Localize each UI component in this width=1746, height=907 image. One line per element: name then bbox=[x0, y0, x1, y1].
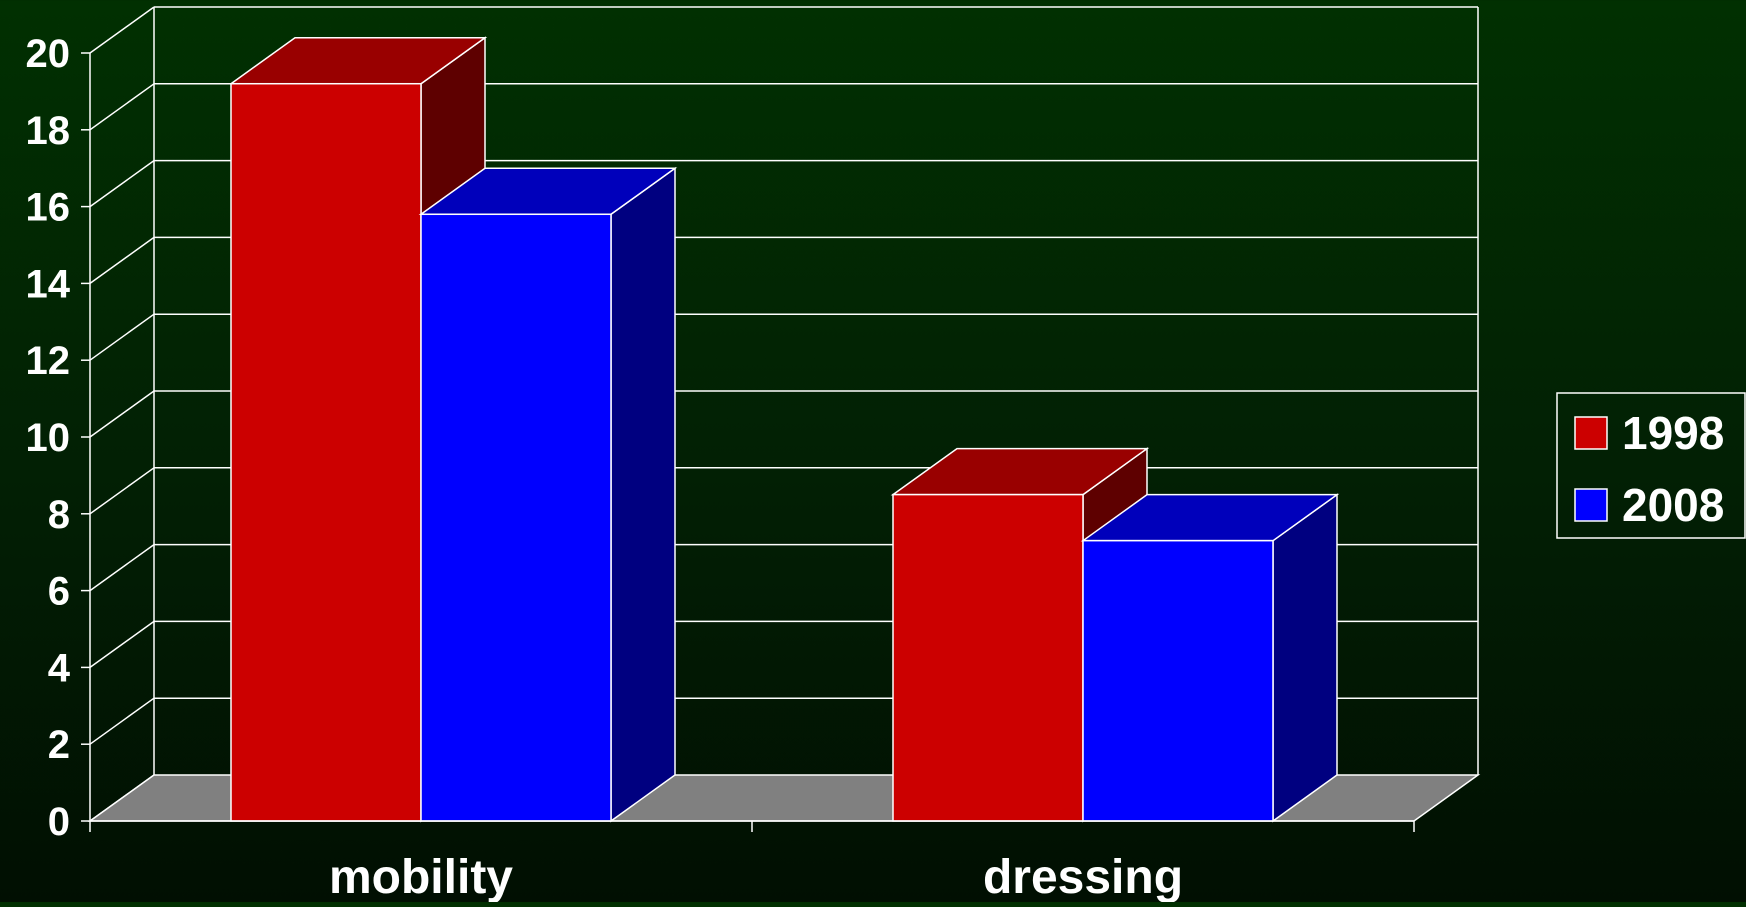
legend: 1998 2008 bbox=[1556, 392, 1746, 539]
bar-front-face bbox=[420, 213, 612, 822]
y-tick-label: 18 bbox=[26, 109, 71, 153]
x-tick-label-mobility: mobility bbox=[329, 851, 513, 902]
bar-side-face bbox=[1272, 493, 1338, 823]
gridline-side bbox=[89, 313, 155, 361]
y-tick-label: 20 bbox=[26, 32, 71, 76]
gridline-side bbox=[89, 236, 155, 285]
bar-front-face bbox=[892, 493, 1084, 822]
gridline-side bbox=[89, 83, 155, 131]
legend-label-2008: 2008 bbox=[1622, 479, 1724, 531]
legend-label-1998: 1998 bbox=[1622, 407, 1724, 459]
axes: 0 2 4 6 8 10 12 14 16 18 20 mobility dressing bbox=[26, 32, 1415, 904]
gridline-side bbox=[89, 620, 155, 669]
y-tick-label: 10 bbox=[26, 416, 71, 460]
y-tick-label: 2 bbox=[48, 723, 70, 767]
gridline-side bbox=[89, 467, 155, 515]
bar-front-face bbox=[230, 82, 422, 822]
y-tick-label: 8 bbox=[48, 493, 70, 537]
y-tick-label: 14 bbox=[26, 262, 71, 306]
gridline-side bbox=[89, 6, 155, 54]
y-tick-label: 4 bbox=[48, 646, 71, 690]
bar-side-face bbox=[610, 166, 676, 823]
legend-swatch-1998 bbox=[1574, 416, 1608, 450]
gridline-side bbox=[89, 159, 155, 208]
x-tick-label-dressing: dressing bbox=[983, 851, 1183, 902]
bar-mobility-2008 bbox=[418, 166, 678, 823]
y-tick-label: 0 bbox=[48, 800, 70, 844]
gridline-side bbox=[89, 697, 155, 745]
y-tick-label: 16 bbox=[26, 186, 71, 230]
legend-box bbox=[1556, 392, 1746, 539]
bar-front-face bbox=[1082, 539, 1274, 822]
gridline-side bbox=[89, 390, 155, 438]
legend-swatch-2008 bbox=[1574, 488, 1608, 522]
bar-dressing-2008 bbox=[1080, 493, 1340, 823]
bars bbox=[228, 36, 1340, 823]
y-tick-label: 6 bbox=[48, 570, 70, 614]
y-tick-label: 12 bbox=[26, 339, 71, 383]
gridline-side bbox=[89, 543, 155, 592]
